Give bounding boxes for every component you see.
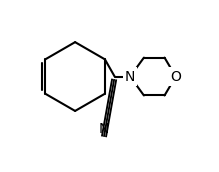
Text: O: O <box>170 69 181 84</box>
Text: N: N <box>125 69 135 84</box>
Text: N: N <box>98 122 109 136</box>
